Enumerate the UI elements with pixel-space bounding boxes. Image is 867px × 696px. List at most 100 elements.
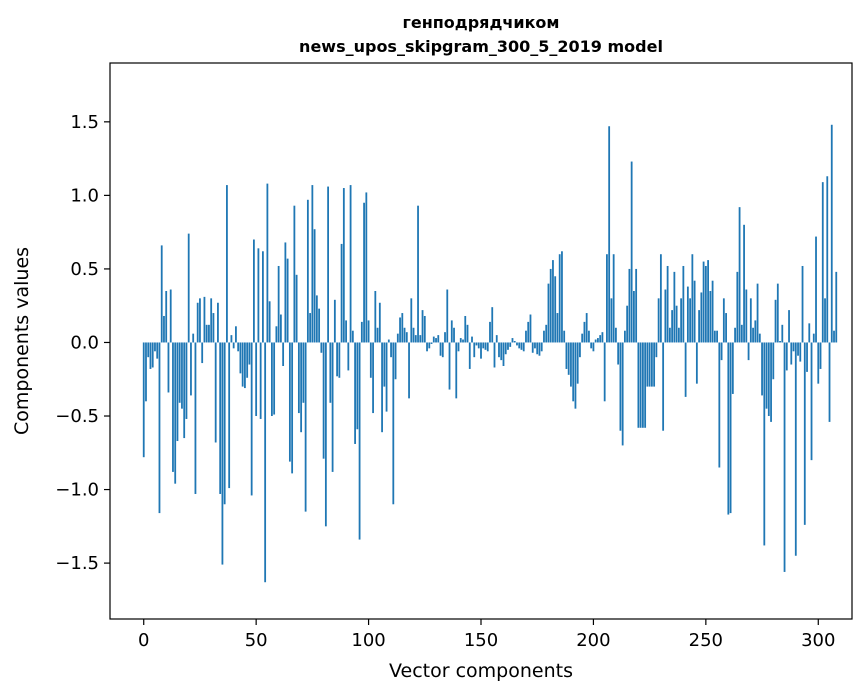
- bar: [570, 342, 572, 387]
- bar: [253, 239, 255, 343]
- bar: [579, 342, 581, 358]
- bar: [619, 342, 622, 431]
- bar: [149, 342, 152, 369]
- bar: [439, 342, 442, 356]
- bar: [250, 342, 253, 496]
- bar: [383, 342, 386, 387]
- bar: [286, 258, 289, 343]
- bar: [183, 342, 186, 439]
- bar: [241, 342, 244, 387]
- bar: [718, 342, 721, 468]
- bar: [527, 321, 530, 343]
- bar: [345, 320, 347, 343]
- bar: [210, 298, 213, 343]
- bar: [248, 342, 251, 365]
- bar: [448, 342, 451, 390]
- bar: [313, 229, 316, 343]
- bar: [291, 342, 294, 474]
- bar: [824, 298, 826, 343]
- bar: [372, 342, 374, 414]
- bar: [349, 185, 352, 343]
- bar: [297, 342, 300, 414]
- bar: [727, 342, 730, 515]
- bar: [536, 342, 539, 355]
- bar: [799, 342, 802, 362]
- bar: [534, 342, 536, 349]
- bar: [797, 342, 799, 356]
- bar: [502, 342, 505, 366]
- bar: [203, 296, 206, 343]
- bar: [691, 254, 694, 343]
- bar: [378, 302, 381, 343]
- bar: [486, 342, 489, 352]
- bar: [702, 261, 705, 343]
- bar: [450, 320, 453, 343]
- bar: [462, 339, 464, 343]
- bar: [641, 342, 644, 428]
- bar: [830, 124, 833, 343]
- bar: [765, 342, 768, 409]
- bar: [747, 342, 750, 361]
- bar: [594, 339, 597, 343]
- bar: [709, 290, 712, 343]
- bar: [511, 338, 514, 343]
- bar: [417, 205, 419, 343]
- bar: [412, 327, 415, 343]
- bar: [262, 251, 264, 343]
- bar: [819, 342, 822, 369]
- bar: [315, 295, 318, 343]
- bar: [821, 182, 824, 343]
- bar: [680, 298, 683, 343]
- bar: [190, 342, 192, 396]
- bar: [484, 342, 487, 350]
- y-tick-label: −1.0: [55, 480, 99, 501]
- bar: [246, 342, 249, 378]
- bar: [304, 342, 307, 512]
- bar: [199, 298, 201, 343]
- bar: [767, 342, 770, 417]
- bar: [405, 332, 408, 343]
- bar: [223, 342, 226, 505]
- y-tick-label: 1.0: [70, 185, 99, 206]
- bar: [201, 342, 204, 364]
- bar: [489, 321, 491, 343]
- bar: [783, 342, 786, 572]
- bar: [520, 342, 523, 350]
- x-tick-label: 100: [351, 630, 385, 651]
- bar: [588, 330, 590, 343]
- bar: [284, 242, 287, 343]
- bar: [356, 342, 359, 430]
- bar: [563, 330, 566, 343]
- bar: [309, 313, 312, 343]
- bar: [244, 342, 246, 389]
- bar: [794, 342, 797, 556]
- bar: [507, 342, 509, 350]
- x-axis-label: Vector components: [389, 660, 573, 682]
- bar: [808, 323, 811, 343]
- bar: [205, 324, 208, 343]
- bar: [437, 335, 440, 343]
- bar: [668, 327, 671, 343]
- bar: [817, 342, 820, 384]
- bar: [756, 283, 759, 343]
- bar: [194, 342, 197, 494]
- bar: [156, 342, 159, 359]
- bar: [300, 342, 303, 433]
- bar: [581, 333, 584, 343]
- y-axis-label: Components values: [11, 247, 33, 435]
- bar: [779, 341, 781, 343]
- bar: [464, 315, 467, 343]
- bar: [282, 342, 285, 366]
- bar: [716, 330, 718, 343]
- bar: [597, 338, 599, 343]
- bar: [745, 289, 748, 343]
- bar: [306, 199, 309, 343]
- bar: [828, 342, 831, 422]
- bar: [399, 317, 401, 343]
- bar: [151, 342, 154, 368]
- bar: [729, 342, 732, 514]
- bar: [351, 330, 354, 343]
- bar: [264, 342, 267, 583]
- bar: [435, 338, 437, 343]
